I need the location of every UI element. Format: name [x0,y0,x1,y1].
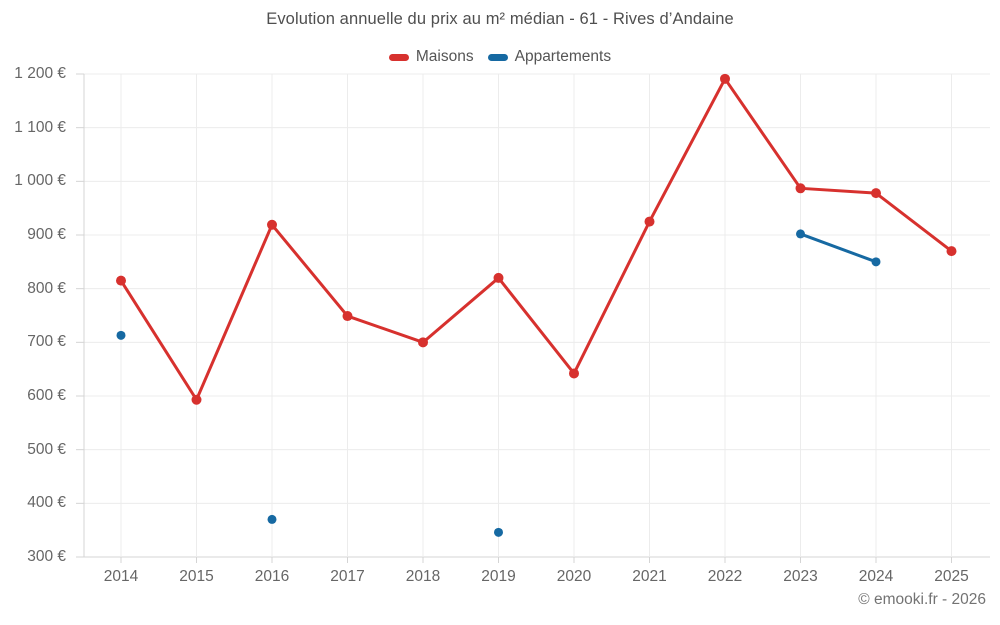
y-tick-label: 700 € [27,333,66,351]
series-line-maisons [572,220,651,375]
data-point-appartements-2024[interactable] [871,257,881,267]
legend-label-maisons: Maisons [415,48,474,65]
y-tick-label: 300 € [27,548,66,565]
data-point-maisons-2024[interactable] [871,188,881,199]
y-tick-label: 1 000 € [14,172,66,190]
data-point-maisons-2018[interactable] [418,337,428,348]
data-point-maisons-2022[interactable] [720,73,730,84]
data-point-maisons-2019[interactable] [493,272,504,283]
series-line-maisons [874,191,953,253]
y-tick-label: 900 € [27,226,66,243]
y-axis-labels: 300 € 400 € 500 € 600 € 700 € 800 € 900 € 1 000… [0,0,66,625]
series-line-maisons [119,279,198,402]
legend-item-appartements[interactable]: Appartements [487,48,612,66]
x-tick-label: 2015 [179,568,214,585]
series-line-maisons [497,276,576,375]
series-line-maisons [723,77,802,190]
x-tick-label: 2023 [783,568,818,585]
legend-swatch-maisons-icon [388,53,409,61]
copyright: © emooki.fr - 2026 [858,591,986,608]
data-point-maisons-2017[interactable] [342,311,353,322]
series-line-maisons [799,186,878,195]
data-point-appartements-2023[interactable] [796,229,805,239]
y-tick-label: 1 100 € [14,118,66,136]
series-line-maisons [346,314,425,344]
legend-swatch-appartements-icon [487,53,508,61]
series-line-maisons [270,223,349,318]
chart-title: Evolution annuelle du prix au m² médian … [266,10,734,28]
data-point-appartements-2016[interactable] [267,514,277,524]
x-tick-label: 2024 [858,568,894,585]
data-point-maisons-2020[interactable] [569,368,579,379]
y-tick-label: 500 € [27,440,66,458]
x-tick-label: 2017 [330,568,365,585]
data-point-maisons-2014[interactable] [116,275,126,286]
data-point-appartements-2014[interactable] [116,330,126,340]
y-tick-label: 1 200 € [14,65,66,82]
x-tick-label: 2022 [707,568,743,585]
x-tick-label: 2019 [481,568,516,585]
series-line-maisons [648,77,727,224]
x-tick-label: 2020 [556,568,592,585]
data-point-maisons-2023[interactable] [795,183,806,194]
data-point-appartements-2019[interactable] [494,527,503,537]
x-tick-label: 2018 [405,568,441,585]
y-tick-label: 800 € [27,279,66,297]
legend-item-maisons[interactable]: Maisons [388,48,474,66]
series-line-appartements [799,232,878,264]
legend-label-appartements: Appartements [514,48,612,65]
x-tick-label: 2021 [632,568,667,585]
x-axis-labels: 2014 2015 2016 2017 2018 2019 2020 2021 2022 2023… [0,567,1000,589]
x-tick-label: 2014 [103,568,139,585]
legend: Maisons Appartements [0,46,1000,68]
y-tick-label: 400 € [27,494,66,512]
x-tick-label: 2016 [254,568,290,585]
x-tick-label: 2025 [934,568,969,585]
data-point-maisons-2025[interactable] [946,246,957,257]
series-line-maisons [195,223,274,402]
data-point-maisons-2021[interactable] [644,216,655,227]
y-tick-label: 600 € [27,387,66,404]
series-line-maisons [421,276,500,344]
data-point-maisons-2015[interactable] [191,394,202,405]
data-point-maisons-2016[interactable] [267,219,277,230]
